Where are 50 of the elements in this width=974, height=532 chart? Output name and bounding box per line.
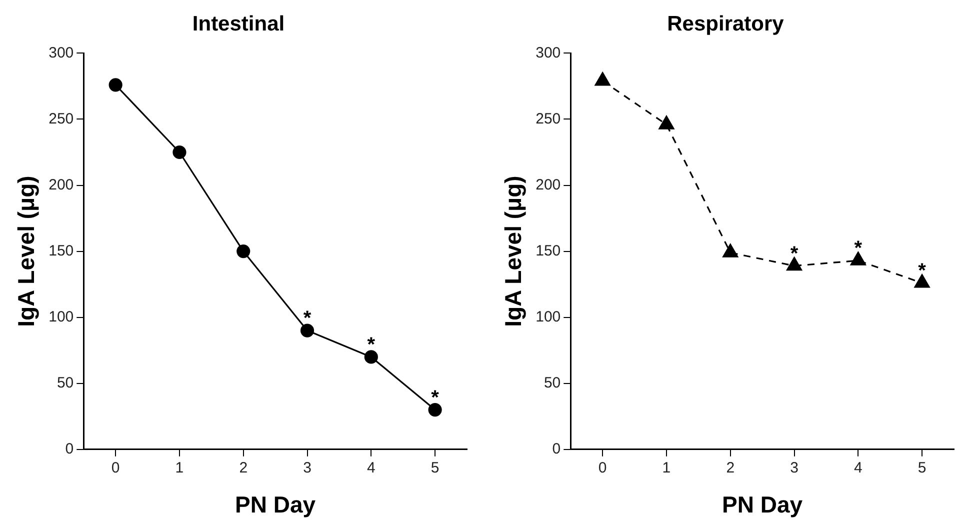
y-tick-label: 100 <box>48 308 74 326</box>
point <box>914 274 930 288</box>
y-tick-label: 250 <box>48 110 74 128</box>
annotation: * <box>918 260 926 282</box>
point <box>236 244 250 258</box>
x-tick-label: 3 <box>790 460 798 477</box>
y-tick-label: 150 <box>536 242 561 260</box>
y-tick-label: 0 <box>65 440 74 458</box>
x-tick-label: 4 <box>366 460 376 477</box>
x-tick-label: 1 <box>662 460 671 477</box>
y-tick-label: 200 <box>536 176 561 194</box>
x-tick-label: 0 <box>598 460 607 477</box>
point <box>658 116 674 130</box>
y-tick-label: 250 <box>536 110 561 128</box>
point <box>722 244 738 258</box>
x-tick-label: 0 <box>111 460 120 477</box>
annotation: * <box>431 386 440 409</box>
y-tick-label: 50 <box>56 374 74 392</box>
annotation: * <box>367 334 376 356</box>
point <box>594 72 610 86</box>
x-tick-label: 4 <box>854 460 862 477</box>
x-tick-label: 2 <box>726 460 735 477</box>
y-tick-label: 300 <box>48 44 74 62</box>
x-axis-title: PN Day <box>722 492 803 518</box>
annotation: * <box>303 308 312 330</box>
x-tick-label: 2 <box>239 460 248 477</box>
y-tick-label: 50 <box>544 374 561 392</box>
chart-title: Intestinal <box>192 12 285 36</box>
annotation: * <box>854 238 862 260</box>
y-tick-label: 150 <box>48 242 74 260</box>
x-tick-label: 5 <box>918 460 926 477</box>
point <box>300 324 314 338</box>
y-tick-label: 200 <box>48 176 74 194</box>
point <box>850 252 866 266</box>
x-axis-title: PN Day <box>235 492 316 518</box>
y-tick-label: 100 <box>536 308 561 326</box>
y-axis-title: IgA Level (μg) <box>500 176 526 327</box>
point <box>786 257 802 271</box>
x-tick-label: 1 <box>175 460 184 477</box>
chart-title: Respiratory <box>667 12 784 36</box>
y-axis-title: IgA Level (μg) <box>13 176 40 327</box>
y-tick-label: 300 <box>536 44 561 62</box>
annotation: * <box>790 242 798 265</box>
point <box>172 145 186 160</box>
y-tick-label: 0 <box>552 440 561 458</box>
point <box>364 350 378 364</box>
point <box>428 402 442 417</box>
x-tick-label: 5 <box>430 460 440 477</box>
x-tick-label: 3 <box>303 460 312 477</box>
point <box>108 78 122 92</box>
